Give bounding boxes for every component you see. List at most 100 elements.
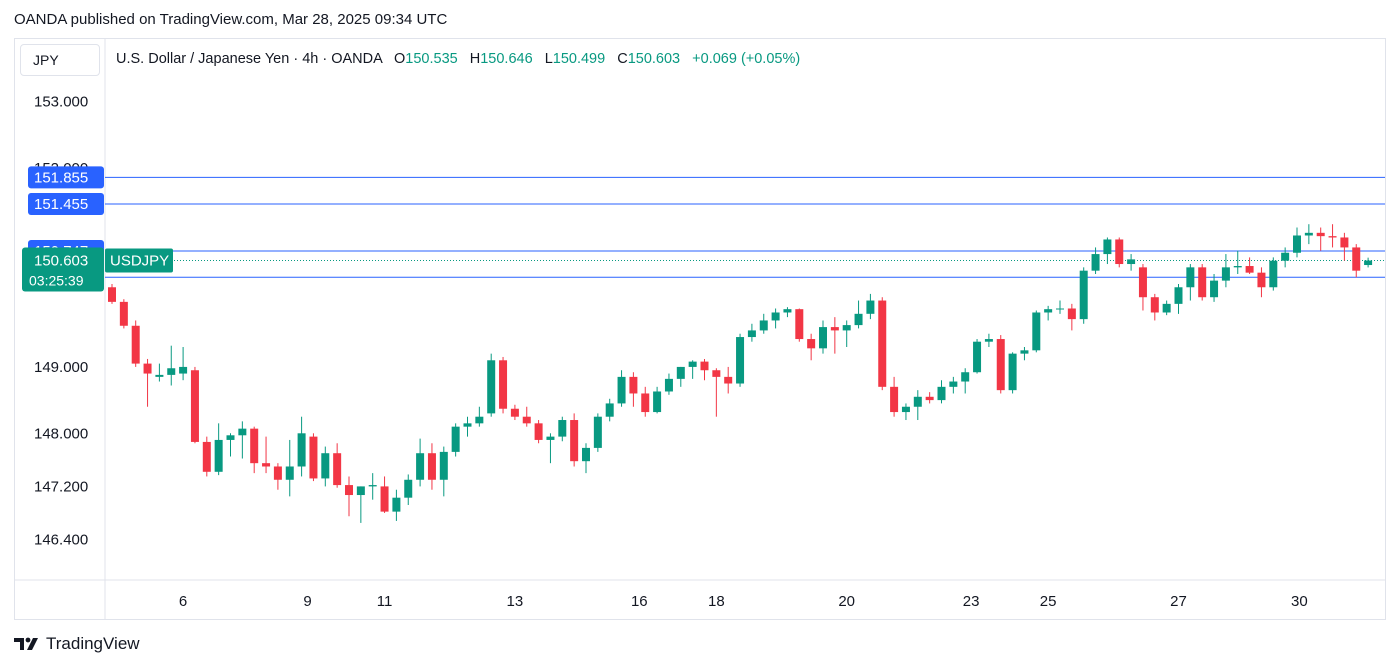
candle[interactable] — [463, 416, 472, 437]
candle[interactable] — [499, 356, 508, 414]
candle[interactable] — [416, 438, 425, 487]
candle[interactable] — [949, 376, 958, 394]
candle[interactable] — [534, 420, 543, 444]
candle[interactable] — [1233, 250, 1242, 274]
candle[interactable] — [1364, 257, 1373, 268]
candle[interactable] — [700, 358, 709, 381]
candle[interactable] — [570, 413, 579, 467]
candle[interactable] — [1032, 310, 1041, 353]
candle[interactable] — [1115, 237, 1124, 268]
candle[interactable] — [617, 370, 626, 407]
candle[interactable] — [890, 376, 899, 417]
candle[interactable] — [1328, 224, 1337, 248]
candle[interactable] — [996, 335, 1005, 394]
candle[interactable] — [108, 283, 116, 304]
candle[interactable] — [226, 433, 235, 457]
candle[interactable] — [973, 339, 982, 374]
candle[interactable] — [925, 392, 934, 404]
candle[interactable] — [380, 476, 389, 513]
candle[interactable] — [747, 323, 756, 342]
candle[interactable] — [664, 373, 673, 395]
candle[interactable] — [1352, 244, 1361, 278]
candle[interactable] — [712, 368, 721, 417]
candle[interactable] — [510, 404, 519, 421]
candle[interactable] — [866, 293, 875, 320]
symbol-selector[interactable]: JPY — [20, 44, 100, 76]
candle[interactable] — [368, 473, 377, 500]
candle[interactable] — [214, 423, 223, 476]
candle[interactable] — [1293, 227, 1301, 258]
candle[interactable] — [913, 390, 922, 421]
candle[interactable] — [119, 299, 128, 329]
candle[interactable] — [629, 372, 638, 407]
candle[interactable] — [984, 333, 993, 348]
candle[interactable] — [593, 413, 602, 452]
candle[interactable] — [167, 345, 176, 386]
candle[interactable] — [1103, 237, 1112, 265]
candle[interactable] — [309, 433, 318, 482]
candle[interactable] — [830, 317, 839, 354]
candle[interactable] — [1056, 300, 1064, 314]
candle[interactable] — [641, 386, 650, 417]
candle[interactable] — [688, 360, 697, 379]
candle[interactable] — [736, 333, 745, 387]
candle[interactable] — [404, 474, 413, 505]
candle[interactable] — [653, 386, 662, 414]
candle[interactable] — [842, 320, 851, 348]
candle[interactable] — [795, 308, 804, 342]
candle[interactable] — [1340, 232, 1349, 261]
candle[interactable] — [1044, 305, 1053, 321]
candle[interactable] — [1210, 273, 1219, 302]
candle[interactable] — [676, 366, 685, 387]
candle[interactable] — [321, 446, 330, 487]
candle[interactable] — [1174, 283, 1183, 314]
candle[interactable] — [937, 380, 946, 404]
candle[interactable] — [487, 353, 496, 417]
candle[interactable] — [522, 406, 531, 427]
candle[interactable] — [155, 363, 164, 382]
candle[interactable] — [1316, 227, 1325, 251]
candle[interactable] — [759, 313, 768, 334]
candle[interactable] — [1269, 257, 1278, 291]
candle[interactable] — [1127, 254, 1136, 271]
candle[interactable] — [724, 366, 733, 394]
candle[interactable] — [143, 358, 152, 407]
candle[interactable] — [1257, 267, 1266, 298]
candle[interactable] — [558, 416, 567, 442]
tradingview-logo[interactable]: TradingView — [14, 634, 140, 654]
candle[interactable] — [1221, 254, 1230, 288]
candle[interactable] — [131, 320, 140, 367]
candle[interactable] — [179, 347, 188, 381]
candle[interactable] — [1162, 300, 1171, 316]
candle[interactable] — [285, 439, 294, 497]
candle[interactable] — [1198, 264, 1207, 301]
candle[interactable] — [854, 300, 863, 329]
candle[interactable] — [807, 333, 816, 361]
candle[interactable] — [546, 433, 555, 464]
candle[interactable] — [1020, 347, 1029, 361]
candle[interactable] — [427, 443, 436, 490]
candle[interactable] — [439, 446, 448, 497]
candle[interactable] — [783, 307, 792, 318]
candle[interactable] — [1281, 247, 1290, 268]
candle[interactable] — [475, 406, 484, 427]
candle[interactable] — [771, 308, 780, 329]
candle[interactable] — [1150, 293, 1159, 321]
candle[interactable] — [356, 486, 365, 523]
candle[interactable] — [250, 426, 259, 474]
candle[interactable] — [297, 416, 306, 477]
candle[interactable] — [819, 320, 827, 354]
candle[interactable] — [961, 368, 970, 394]
candle[interactable] — [901, 403, 910, 421]
candle[interactable] — [1008, 352, 1017, 394]
candle[interactable] — [1186, 264, 1195, 301]
candle[interactable] — [1245, 257, 1254, 274]
candle[interactable] — [333, 443, 342, 488]
candle[interactable] — [1091, 247, 1100, 274]
candle[interactable] — [1067, 303, 1076, 331]
candle[interactable] — [202, 436, 211, 477]
candle[interactable] — [345, 476, 353, 517]
candle[interactable] — [1138, 264, 1147, 311]
candle[interactable] — [1079, 267, 1088, 324]
